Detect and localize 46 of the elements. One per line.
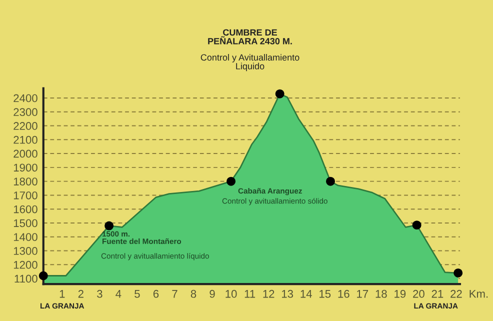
x-tick-label: 9 <box>210 290 215 298</box>
y-tick-label: 1500 <box>14 219 38 228</box>
y-tick-label: 2400 <box>14 94 38 102</box>
text: Control y Avituallamiento Liquido <box>200 54 300 72</box>
y-tick-label: 2200 <box>14 122 38 130</box>
x-tick-label: 17 <box>357 290 368 298</box>
x-tick-label: 20 <box>413 290 424 298</box>
x-tick-label: 11 <box>244 290 256 298</box>
x-tick-label: 14 <box>300 290 312 298</box>
x-axis-title: Km. <box>470 290 488 298</box>
y-tick-label: 2300 <box>14 108 38 116</box>
x-tick-label: 6 <box>153 290 159 298</box>
x-tick-label: 16 <box>338 290 350 298</box>
x-tick-label: 22 <box>450 290 462 298</box>
y-tick-label: 1600 <box>14 205 38 214</box>
y-tick-label: 1300 <box>14 247 38 255</box>
x-tick-label: 19 <box>394 290 406 298</box>
x-tick-label: 2 <box>78 290 84 298</box>
x-tick-label: 15 <box>320 290 331 298</box>
point <box>104 221 114 230</box>
x-tick-label: 4 <box>116 290 122 298</box>
point <box>275 89 284 98</box>
x-tick-label: 13 <box>282 290 294 298</box>
y-tick-label: 2100 <box>14 136 38 144</box>
y-tick-label: 2000 <box>14 150 38 158</box>
x-tick-label: 18 <box>376 290 387 298</box>
y-tick-label: 1800 <box>14 178 38 186</box>
x-tick-label: 1 <box>60 290 65 298</box>
x-tick-label: 7 <box>172 290 178 298</box>
y-tick-label: 1100 <box>14 274 38 283</box>
point <box>38 271 48 280</box>
x-tick-label: 3 <box>97 290 102 298</box>
x-tick-label: 21 <box>432 290 444 298</box>
y-tick-label: 1400 <box>14 233 38 242</box>
point <box>226 176 236 186</box>
y-tick-label: 1700 <box>14 191 38 200</box>
point <box>454 268 463 278</box>
y-tick-label: 1900 <box>14 164 38 172</box>
text: CUMBRE DE PEÑALARA 2430 M. <box>208 29 292 44</box>
point <box>412 220 422 230</box>
x-tick-label: 10 <box>226 290 237 298</box>
x-tick-label: 8 <box>190 290 196 298</box>
x-tick-label: 5 <box>134 290 140 298</box>
point <box>326 176 335 186</box>
y-tick-label: 1200 <box>14 260 38 269</box>
x-tick-label: 12 <box>263 290 274 298</box>
